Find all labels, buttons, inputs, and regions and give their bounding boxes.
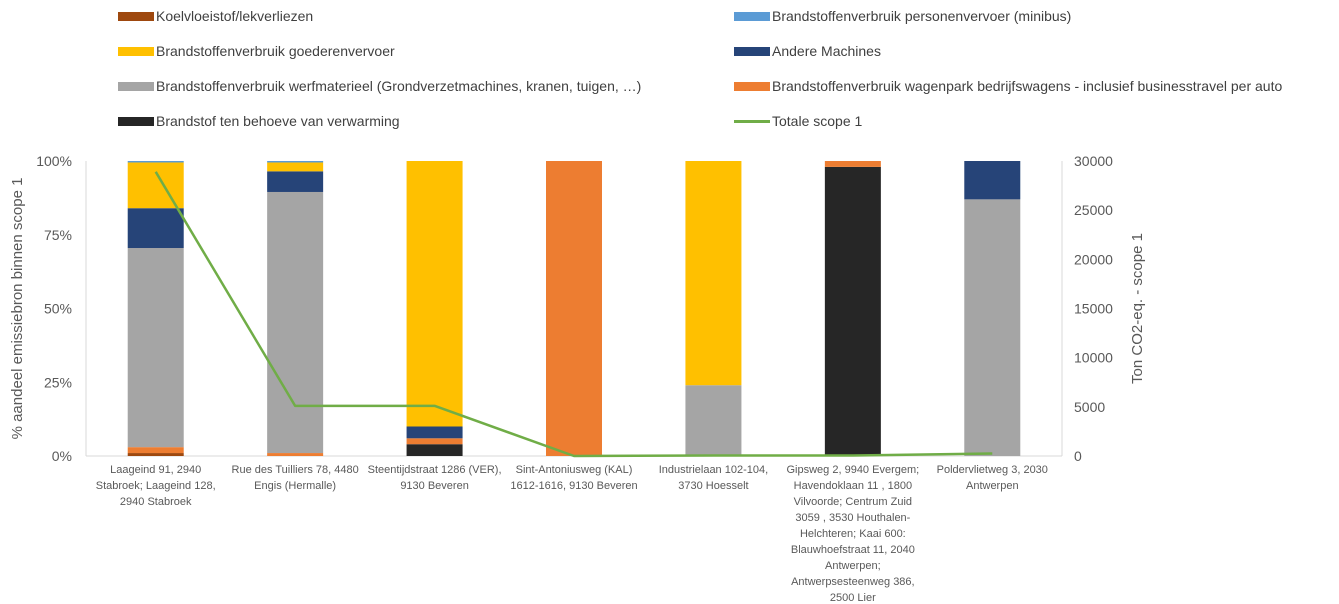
bar-segment bbox=[127, 208, 184, 249]
legend-label: Totale scope 1 bbox=[772, 113, 863, 129]
legend-label: Brandstoffenverbruik goederenvervoer bbox=[156, 43, 395, 59]
right-tick-label: 0 bbox=[1074, 448, 1082, 464]
category-label: Sint-Antoniusweg (KAL) bbox=[516, 464, 633, 476]
bar-segment bbox=[406, 444, 463, 456]
right-tick-label: 30000 bbox=[1074, 153, 1113, 169]
legend-item: Brandstof ten behoeve van verwarming bbox=[118, 113, 400, 129]
bar-segment bbox=[127, 447, 184, 454]
category-label: 9130 Beveren bbox=[400, 480, 469, 492]
legend-label: Koelvloeistof/lekverliezen bbox=[156, 8, 314, 24]
bar-segment bbox=[685, 385, 742, 456]
bar-segment bbox=[267, 162, 324, 172]
right-tick-label: 5000 bbox=[1074, 399, 1105, 415]
legend-label: Brandstof ten behoeve van verwarming bbox=[156, 113, 400, 129]
category-label: Antwerpen bbox=[966, 480, 1019, 492]
category-label: Havendoklaan 11 , 1800 bbox=[794, 480, 912, 492]
legend-item: Totale scope 1 bbox=[734, 113, 862, 129]
category-label: 3059 , 3530 Houthalen- bbox=[795, 512, 910, 524]
category-label: Vilvoorde; Centrum Zuid bbox=[794, 496, 912, 508]
category-label: Poldervlietweg 3, 2030 bbox=[937, 464, 1048, 476]
bar-segment bbox=[267, 191, 324, 454]
legend-item: Brandstoffenverbruik werfmaterieel (Gron… bbox=[118, 78, 641, 94]
category-label: 1612-1616, 9130 Beveren bbox=[510, 480, 637, 492]
category-label: Gipsweg 2, 9940 Evergem; bbox=[787, 464, 920, 476]
category-label: Antwerpen; bbox=[825, 560, 881, 572]
left-tick-label: 0% bbox=[52, 448, 72, 464]
bar-segment bbox=[546, 161, 602, 456]
left-tick-label: 25% bbox=[44, 374, 72, 390]
legend-swatch bbox=[734, 81, 770, 91]
category-label: Steentijdstraat 1286 (VER), bbox=[368, 464, 502, 476]
bar-segment bbox=[406, 161, 463, 427]
legend-swatch bbox=[118, 116, 154, 126]
bar-segment bbox=[127, 161, 184, 163]
bar-segment bbox=[127, 162, 184, 209]
right-tick-label: 10000 bbox=[1074, 350, 1113, 366]
legend-swatch bbox=[734, 46, 770, 56]
legend-swatch bbox=[734, 11, 770, 21]
category-label: Industrielaan 102-104, bbox=[659, 464, 768, 476]
legend-item: Brandstoffenverbruik goederenvervoer bbox=[118, 43, 395, 59]
legend-swatch bbox=[118, 11, 154, 21]
bar-segment bbox=[267, 453, 324, 456]
category-label: 2500 Lier bbox=[830, 592, 876, 604]
legend-item: Brandstoffenverbruik wagenpark bedrijfsw… bbox=[734, 78, 1282, 94]
category-label: Laageind 91, 2940 bbox=[110, 464, 201, 476]
legend-swatch bbox=[118, 46, 154, 56]
category-label: Antwerpsesteenweg 386, bbox=[791, 576, 915, 588]
legend-label: Brandstoffenverbruik personenvervoer (mi… bbox=[772, 8, 1072, 24]
left-tick-label: 100% bbox=[36, 153, 72, 169]
bar-segment bbox=[127, 248, 184, 448]
bar-segment bbox=[267, 161, 324, 163]
category-label: 3730 Hoesselt bbox=[678, 480, 748, 492]
category-label: 2940 Stabroek bbox=[120, 496, 192, 508]
right-axis-title: Ton CO2-eq. - scope 1 bbox=[1129, 233, 1146, 384]
category-label: Helchteren; Kaai 600: bbox=[800, 528, 906, 540]
bar-segment bbox=[964, 161, 1021, 200]
legend-swatch bbox=[734, 119, 770, 123]
right-tick-label: 25000 bbox=[1074, 202, 1113, 218]
right-tick-label: 15000 bbox=[1074, 301, 1113, 317]
legend-swatch bbox=[118, 81, 154, 91]
bar-segment bbox=[267, 171, 324, 192]
right-tick-label: 20000 bbox=[1074, 251, 1113, 267]
legend-label: Brandstoffenverbruik wagenpark bedrijfsw… bbox=[772, 78, 1283, 94]
bar-segment bbox=[824, 161, 881, 167]
legend-label: Andere Machines bbox=[772, 43, 881, 59]
legend-item: Koelvloeistof/lekverliezen bbox=[118, 8, 313, 24]
bar-segment bbox=[964, 199, 1021, 456]
left-tick-label: 75% bbox=[44, 227, 72, 243]
bar-segment bbox=[824, 166, 881, 456]
left-axis-title: % aandeel emissiebron binnen scope 1 bbox=[9, 178, 26, 440]
left-tick-label: 50% bbox=[44, 301, 72, 317]
category-label: Blauwhoefstraat 11, 2040 bbox=[791, 544, 915, 556]
legend-label: Brandstoffenverbruik werfmaterieel (Gron… bbox=[156, 78, 642, 94]
bar-segment bbox=[127, 453, 184, 456]
bar-segment bbox=[406, 438, 463, 445]
category-label: Stabroek; Laageind 128, bbox=[96, 480, 216, 492]
category-label: Rue des Tuilliers 78, 4480 bbox=[232, 464, 359, 476]
bar-segment bbox=[406, 426, 463, 439]
category-label: Engis (Hermalle) bbox=[254, 480, 336, 492]
legend-item: Andere Machines bbox=[734, 43, 881, 59]
bar-segment bbox=[685, 161, 742, 386]
legend-item: Brandstoffenverbruik personenvervoer (mi… bbox=[734, 8, 1071, 24]
